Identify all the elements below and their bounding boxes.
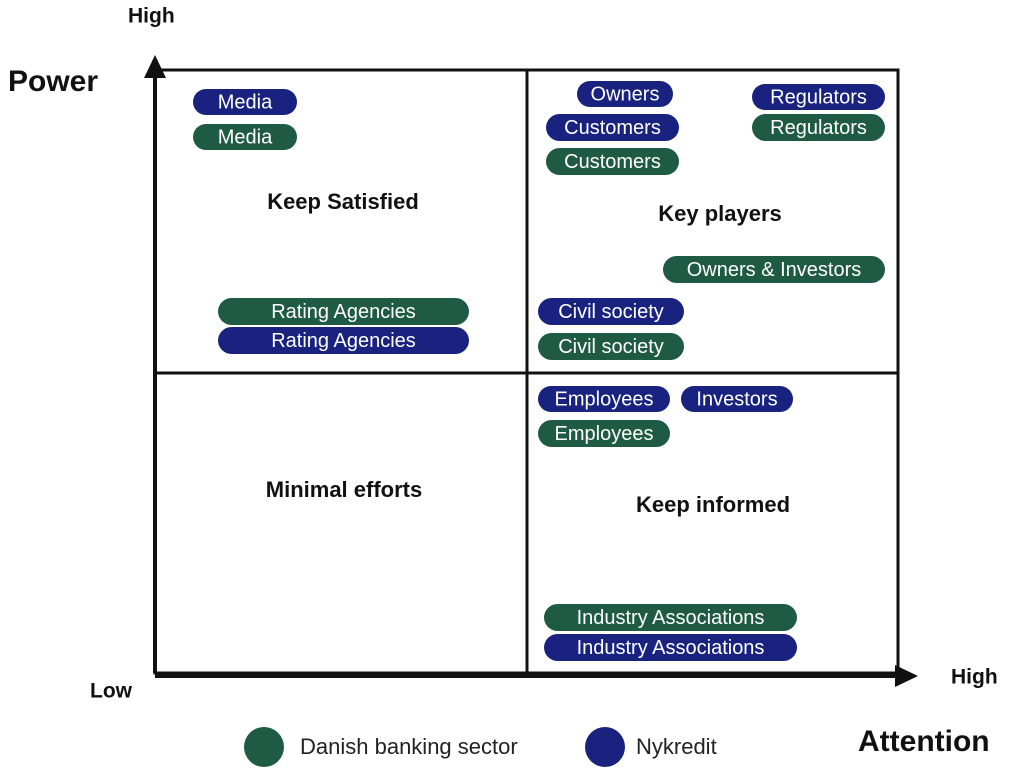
quadrant-label: Keep informed (636, 492, 790, 517)
stakeholder-label: Civil society (558, 336, 664, 358)
axis-label: High (128, 5, 175, 28)
axis-title: Power (8, 65, 98, 98)
arrow (895, 665, 918, 687)
stakeholder-tag (538, 386, 670, 412)
quadrant-label: Minimal efforts (266, 477, 422, 502)
axis-label: High (951, 666, 998, 689)
quadrant-label: Key players (658, 201, 782, 226)
stakeholder-tag (546, 148, 679, 175)
legend-swatch (244, 727, 284, 767)
stakeholder-label: Investors (696, 388, 777, 410)
stakeholder-label: Customers (564, 151, 661, 173)
stakeholder-tag (538, 333, 684, 360)
stakeholder-label: Regulators (770, 117, 867, 139)
stakeholder-label: Industry Associations (577, 607, 765, 629)
stakeholder-tag (681, 386, 793, 412)
stakeholder-tag (218, 327, 469, 354)
stakeholder-tag (752, 114, 885, 141)
stakeholder-label: Owners & Investors (687, 259, 862, 281)
stakeholder-tag (546, 114, 679, 141)
stakeholder-label: Rating Agencies (271, 330, 416, 352)
stakeholder-tag (193, 124, 297, 150)
stakeholder-label: Employees (555, 423, 654, 445)
axis-title: Attention (858, 725, 990, 758)
stakeholder-label: Media (218, 126, 273, 148)
stakeholder-label: Customers (564, 117, 661, 139)
stakeholder-label: Industry Associations (577, 637, 765, 659)
axis-label: Low (90, 680, 133, 703)
stakeholder-tag (544, 604, 797, 631)
stakeholder-tag (538, 420, 670, 447)
stakeholder-tag (663, 256, 885, 283)
stakeholder-tag (752, 84, 885, 110)
quadrant-label: Keep Satisfied (267, 189, 419, 214)
stakeholder-label: Media (218, 91, 273, 113)
stakeholder-tag (193, 89, 297, 115)
stakeholder-label: Regulators (770, 86, 867, 108)
legend-label: Nykredit (636, 734, 717, 759)
legend-swatch (585, 727, 625, 767)
stakeholder-label: Rating Agencies (271, 301, 416, 323)
stakeholder-label: Owners (591, 83, 660, 105)
stakeholder-tag (544, 634, 797, 661)
stakeholder-tag (577, 81, 673, 107)
stakeholder-label: Employees (555, 388, 654, 410)
legend-label: Danish banking sector (300, 734, 518, 759)
stakeholder-label: Civil society (558, 301, 664, 323)
stakeholder-tag (218, 298, 469, 325)
stakeholder-tag (538, 298, 684, 325)
arrow (144, 55, 166, 78)
